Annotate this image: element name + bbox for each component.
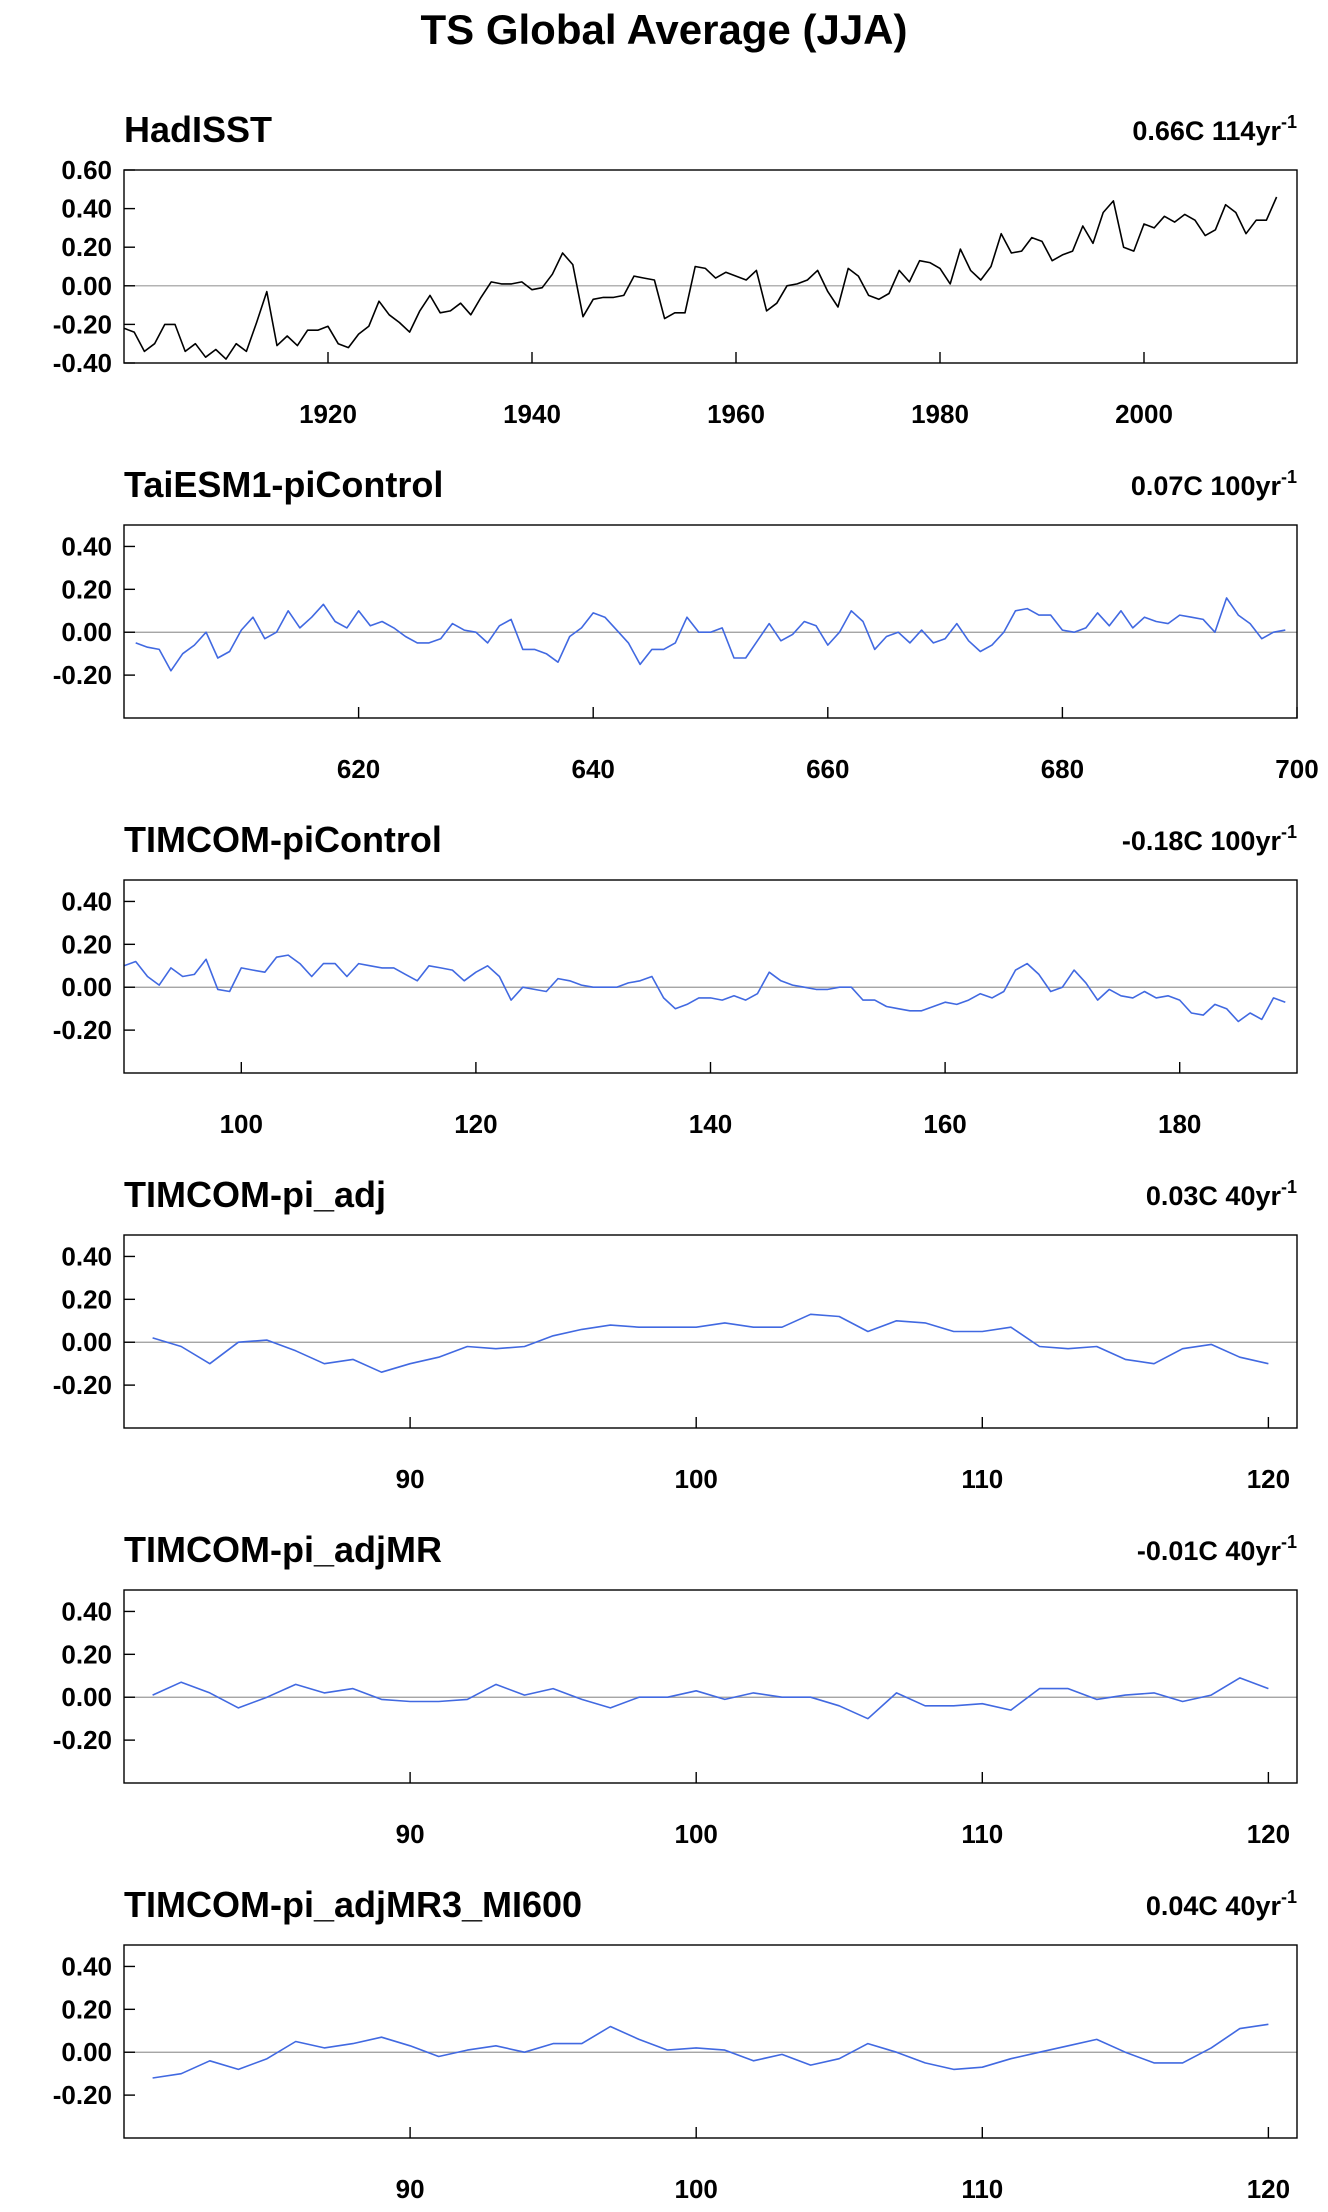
trend-exponent: -1 [1281, 1532, 1297, 1552]
y-tick-label: 0.40 [61, 194, 112, 224]
trend-value: 0.04C 40yr [1146, 1891, 1282, 1921]
panel-1: HadISST 0.66C 114yr-1 -0.40 -0.20 0.00 0.20 0.… [53, 109, 1298, 429]
trend-label: 0.66C 114yr-1 [1132, 112, 1297, 146]
trend-exponent: -1 [1281, 822, 1297, 842]
panel-2: TaiESM1-piControl 0.07C 100yr-1 -0.20 0.00 0… [53, 464, 1319, 784]
x-tick-label: 2000 [1115, 399, 1173, 429]
panel-4: TIMCOM-pi_adj 0.03C 40yr-1 -0.20 0.00 0.20 0.… [53, 1174, 1298, 1494]
y-tick-label: 0.20 [61, 929, 112, 959]
y-tick-label: 0.60 [61, 155, 112, 185]
y-tick-label: -0.20 [53, 1370, 112, 1400]
panel-title: TIMCOM-pi_adjMR3_MI600 [124, 1884, 582, 1925]
plot-frame [123, 1589, 1298, 1784]
y-tick-label: 0.40 [61, 1951, 112, 1981]
x-tick-label: 110 [961, 1464, 1003, 1494]
y-tick-label: 0.00 [61, 2037, 112, 2067]
x-tick-label: 120 [1247, 1819, 1290, 1849]
trend-exponent: -1 [1281, 1177, 1297, 1197]
x-tick-label: 90 [396, 1464, 425, 1494]
plot-frame [123, 1944, 1298, 2139]
x-tick-label: 640 [572, 754, 615, 784]
trend-value: 0.03C 40yr [1146, 1181, 1282, 1211]
series-line [135, 597, 1286, 672]
x-tick-label: 180 [1158, 1109, 1201, 1139]
x-tick-label: 110 [961, 2174, 1003, 2204]
trend-label: -0.01C 40yr-1 [1137, 1532, 1297, 1566]
series-line [123, 954, 1286, 1023]
y-tick-label: 0.40 [61, 531, 112, 561]
panel-3: TIMCOM-piControl -0.18C 100yr-1 -0.20 0.00 0… [53, 819, 1298, 1139]
y-tick-label: 0.00 [61, 1327, 112, 1357]
panel-title: TIMCOM-piControl [124, 819, 442, 860]
plot-frame [123, 524, 1298, 719]
x-tick-label: 700 [1275, 754, 1318, 784]
x-tick-label: 100 [674, 1819, 717, 1849]
y-tick-label: -0.20 [53, 660, 112, 690]
trend-label: 0.03C 40yr-1 [1146, 1177, 1297, 1211]
y-tick-label: 0.00 [61, 1682, 112, 1712]
trend-value: 0.66C 114yr [1132, 116, 1281, 146]
series-line [123, 196, 1278, 360]
y-tick-label: 0.40 [61, 886, 112, 916]
trend-label: 0.04C 40yr-1 [1146, 1887, 1297, 1921]
y-tick-label: 0.00 [61, 972, 112, 1002]
x-tick-label: 680 [1041, 754, 1084, 784]
panels: HadISST 0.66C 114yr-1-0.40-0.200.000.200.… [53, 109, 1319, 2204]
x-tick-label: 120 [1247, 1464, 1290, 1494]
y-tick-label: 0.00 [61, 271, 112, 301]
trend-exponent: -1 [1281, 467, 1297, 487]
x-tick-label: 1960 [707, 399, 765, 429]
trend-exponent: -1 [1281, 1887, 1297, 1907]
y-tick-label: 0.20 [61, 574, 112, 604]
y-tick-label: 0.20 [61, 232, 112, 262]
y-tick-label: -0.20 [53, 1015, 112, 1045]
x-tick-label: 620 [337, 754, 380, 784]
x-tick-label: 660 [806, 754, 849, 784]
panel-title: TaiESM1-piControl [124, 464, 443, 505]
figure-title: TS Global Average (JJA) [420, 6, 907, 53]
series-line [152, 1677, 1269, 1720]
y-tick-label: -0.20 [53, 309, 112, 339]
y-tick-label: 0.40 [61, 1241, 112, 1271]
trend-exponent: -1 [1281, 112, 1297, 132]
x-tick-label: 110 [961, 1819, 1003, 1849]
y-tick-label: 0.20 [61, 1994, 112, 2024]
trend-value: 0.07C 100yr [1131, 471, 1282, 501]
trend-label: 0.07C 100yr-1 [1131, 467, 1297, 501]
y-tick-label: 0.20 [61, 1284, 112, 1314]
x-tick-label: 140 [689, 1109, 732, 1139]
x-tick-label: 120 [1247, 2174, 1290, 2204]
x-tick-label: 100 [674, 2174, 717, 2204]
x-tick-label: 90 [396, 1819, 425, 1849]
y-tick-label: 0.40 [61, 1596, 112, 1626]
y-tick-label: 0.20 [61, 1639, 112, 1669]
plot-frame [123, 1234, 1298, 1429]
x-tick-label: 90 [396, 2174, 425, 2204]
y-tick-label: 0.00 [61, 617, 112, 647]
panel-5: TIMCOM-pi_adjMR -0.01C 40yr-1 -0.20 0.00 0.2… [53, 1529, 1298, 1849]
trend-label: -0.18C 100yr-1 [1122, 822, 1297, 856]
panel-title: TIMCOM-pi_adj [124, 1174, 386, 1215]
trend-value: -0.01C 40yr [1137, 1536, 1282, 1566]
panel-title: HadISST [124, 109, 272, 150]
x-tick-label: 1920 [299, 399, 357, 429]
series-line [152, 2023, 1269, 2079]
x-tick-label: 120 [454, 1109, 497, 1139]
trend-value: -0.18C 100yr [1122, 826, 1282, 856]
x-tick-label: 100 [220, 1109, 263, 1139]
panel-6: TIMCOM-pi_adjMR3_MI600 0.04C 40yr-1 -0.20 0… [53, 1884, 1298, 2204]
series-line [152, 1313, 1269, 1373]
plot-frame [123, 169, 1298, 364]
y-tick-label: -0.20 [53, 2080, 112, 2110]
x-tick-label: 1980 [911, 399, 969, 429]
plot-frame [123, 879, 1298, 1074]
panel-title: TIMCOM-pi_adjMR [124, 1529, 442, 1570]
y-tick-label: -0.20 [53, 1725, 112, 1755]
y-tick-label: -0.40 [53, 348, 112, 378]
x-tick-label: 160 [923, 1109, 966, 1139]
x-tick-label: 100 [674, 1464, 717, 1494]
x-tick-label: 1940 [503, 399, 561, 429]
